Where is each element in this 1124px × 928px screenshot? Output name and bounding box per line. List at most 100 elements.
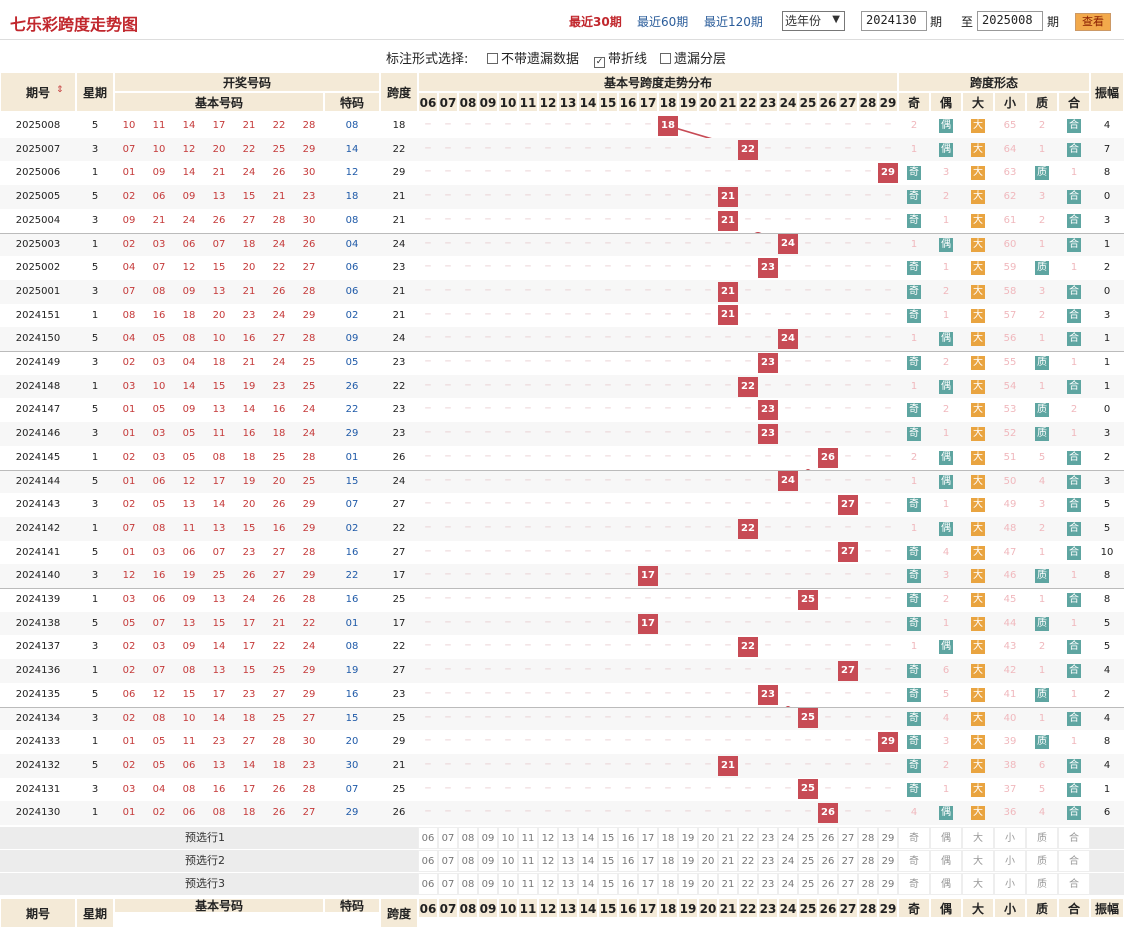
predict-span-cell[interactable]: 18 (658, 827, 678, 849)
checkbox-icon[interactable] (487, 53, 498, 64)
predict-span-cell[interactable]: 21 (718, 850, 738, 872)
predict-span-cell[interactable]: 20 (698, 827, 718, 849)
predict-span-cell[interactable]: 08 (458, 827, 478, 849)
predict-form-cell[interactable]: 合 (1058, 850, 1090, 872)
predict-span-cell[interactable]: 06 (418, 850, 438, 872)
predict-span-cell[interactable]: 27 (838, 873, 858, 895)
predict-span-cell[interactable]: 21 (718, 827, 738, 849)
predict-span-cell[interactable]: 25 (798, 827, 818, 849)
predict-form-cell[interactable]: 小 (994, 850, 1026, 872)
predict-span-cell[interactable]: 07 (438, 827, 458, 849)
predict-span-cell[interactable]: 06 (418, 873, 438, 895)
predict-span-cell[interactable]: 16 (618, 873, 638, 895)
predict-form-cell[interactable]: 奇 (898, 827, 930, 849)
predict-form-cell[interactable]: 大 (962, 873, 994, 895)
predict-span-cell[interactable]: 11 (518, 873, 538, 895)
predict-span-cell[interactable]: 10 (498, 873, 518, 895)
predict-span-cell[interactable]: 08 (458, 850, 478, 872)
predict-span-cell[interactable]: 14 (578, 827, 598, 849)
predict-span-cell[interactable]: 12 (538, 873, 558, 895)
predict-span-cell[interactable]: 13 (558, 873, 578, 895)
predict-span-cell[interactable]: 12 (538, 850, 558, 872)
predict-span-cell[interactable]: 23 (758, 827, 778, 849)
predict-span-cell[interactable]: 18 (658, 850, 678, 872)
predict-span-cell[interactable]: 23 (758, 850, 778, 872)
predict-form-cell[interactable]: 偶 (930, 827, 962, 849)
predict-form-cell[interactable]: 合 (1058, 827, 1090, 849)
predict-span-cell[interactable]: 10 (498, 850, 518, 872)
predict-span-cell[interactable]: 17 (638, 827, 658, 849)
predict-span-cell[interactable]: 28 (858, 850, 878, 872)
predict-span-cell[interactable]: 23 (758, 873, 778, 895)
predict-form-cell[interactable]: 小 (994, 827, 1026, 849)
predict-span-cell[interactable]: 20 (698, 873, 718, 895)
predict-span-cell[interactable]: 28 (858, 873, 878, 895)
predict-form-cell[interactable]: 小 (994, 873, 1026, 895)
predict-span-cell[interactable]: 22 (738, 827, 758, 849)
period-30-link[interactable]: 最近30期 (569, 15, 622, 29)
predict-span-cell[interactable]: 09 (478, 827, 498, 849)
predict-form-cell[interactable]: 奇 (898, 850, 930, 872)
predict-span-cell[interactable]: 21 (718, 873, 738, 895)
predict-span-cell[interactable]: 22 (738, 850, 758, 872)
predict-span-cell[interactable]: 16 (618, 850, 638, 872)
predict-span-cell[interactable]: 09 (478, 850, 498, 872)
predict-span-cell[interactable]: 24 (778, 850, 798, 872)
predict-span-cell[interactable]: 19 (678, 873, 698, 895)
predict-span-cell[interactable]: 17 (638, 873, 658, 895)
predict-span-cell[interactable]: 15 (598, 827, 618, 849)
predict-span-cell[interactable]: 07 (438, 850, 458, 872)
predict-span-cell[interactable]: 28 (858, 827, 878, 849)
predict-span-cell[interactable]: 13 (558, 827, 578, 849)
predict-span-cell[interactable]: 26 (818, 850, 838, 872)
from-issue-input[interactable]: 2024130 (861, 11, 927, 31)
predict-span-cell[interactable]: 14 (578, 850, 598, 872)
predict-span-cell[interactable]: 19 (678, 850, 698, 872)
predict-form-cell[interactable]: 奇 (898, 873, 930, 895)
option-no-omission[interactable]: 不带遗漏数据 (487, 48, 579, 67)
predict-span-cell[interactable]: 20 (698, 850, 718, 872)
predict-span-cell[interactable]: 06 (418, 827, 438, 849)
predict-span-cell[interactable]: 25 (798, 850, 818, 872)
predict-span-cell[interactable]: 12 (538, 827, 558, 849)
predict-span-cell[interactable]: 14 (578, 873, 598, 895)
predict-span-cell[interactable]: 11 (518, 827, 538, 849)
predict-span-cell[interactable]: 29 (878, 850, 898, 872)
predict-span-cell[interactable]: 29 (878, 873, 898, 895)
predict-span-cell[interactable]: 19 (678, 827, 698, 849)
predict-span-cell[interactable]: 17 (638, 850, 658, 872)
predict-span-cell[interactable]: 07 (438, 873, 458, 895)
predict-form-cell[interactable]: 偶 (930, 850, 962, 872)
predict-span-cell[interactable]: 24 (778, 827, 798, 849)
predict-span-cell[interactable]: 29 (878, 827, 898, 849)
year-select[interactable]: 选年份 ▼ (782, 11, 845, 31)
predict-span-cell[interactable]: 26 (818, 827, 838, 849)
period-60-link[interactable]: 最近60期 (637, 15, 689, 29)
predict-form-cell[interactable]: 大 (962, 827, 994, 849)
predict-span-cell[interactable]: 15 (598, 873, 618, 895)
predict-span-cell[interactable]: 11 (518, 850, 538, 872)
predict-form-cell[interactable]: 偶 (930, 873, 962, 895)
to-issue-input[interactable]: 2025008 (977, 11, 1043, 31)
option-polyline[interactable]: ✓ 带折线 (594, 48, 647, 68)
predict-span-cell[interactable]: 16 (618, 827, 638, 849)
predict-span-cell[interactable]: 10 (498, 827, 518, 849)
option-omission-layer[interactable]: 遗漏分层 (660, 48, 726, 67)
predict-span-cell[interactable]: 26 (818, 873, 838, 895)
predict-span-cell[interactable]: 22 (738, 873, 758, 895)
predict-form-cell[interactable]: 合 (1058, 873, 1090, 895)
period-120-link[interactable]: 最近120期 (704, 15, 763, 29)
predict-form-cell[interactable]: 大 (962, 850, 994, 872)
predict-span-cell[interactable]: 27 (838, 827, 858, 849)
predict-span-cell[interactable]: 24 (778, 873, 798, 895)
view-button[interactable]: 查看 (1075, 13, 1111, 31)
predict-span-cell[interactable]: 09 (478, 873, 498, 895)
predict-span-cell[interactable]: 15 (598, 850, 618, 872)
predict-form-cell[interactable]: 质 (1026, 873, 1058, 895)
sort-icon[interactable]: ⇕ (56, 85, 64, 95)
predict-span-cell[interactable]: 13 (558, 850, 578, 872)
predict-form-cell[interactable]: 质 (1026, 827, 1058, 849)
predict-form-cell[interactable]: 质 (1026, 850, 1058, 872)
predict-span-cell[interactable]: 25 (798, 873, 818, 895)
predict-span-cell[interactable]: 27 (838, 850, 858, 872)
